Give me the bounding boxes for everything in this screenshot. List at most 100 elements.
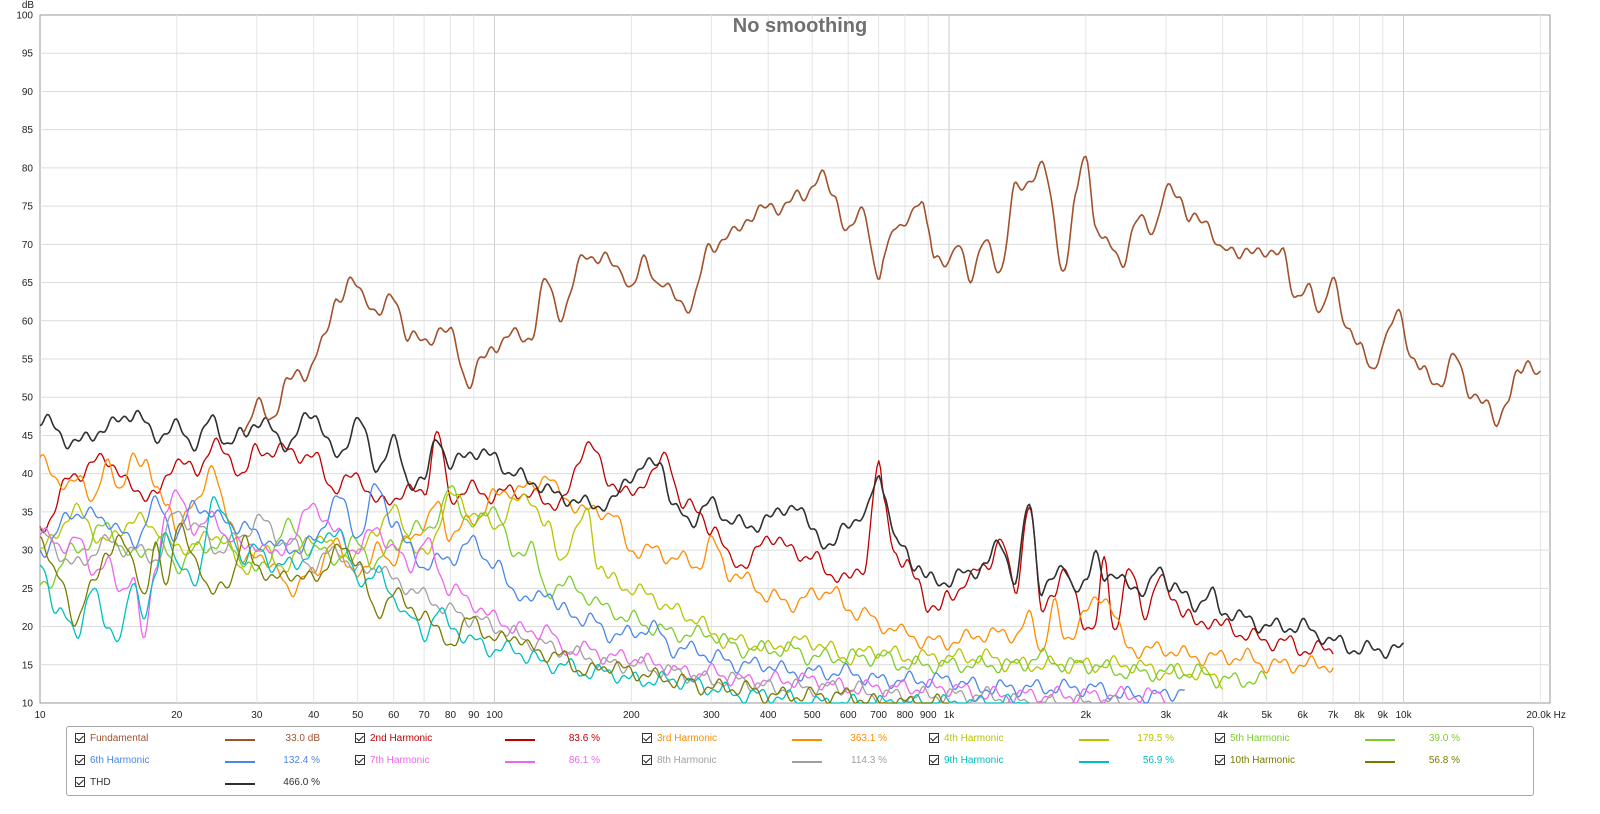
x-tick-label: 9k	[1377, 710, 1389, 721]
y-tick-label: 75	[22, 202, 34, 213]
legend-swatch-line	[225, 761, 255, 763]
legend-series-value: 132.4 %	[283, 755, 320, 766]
legend-series-value: 83.6 %	[568, 733, 600, 744]
legend-series-name: 4th Harmonic	[944, 733, 1004, 744]
y-tick-label: 30	[22, 546, 34, 557]
legend-swatch-line	[1079, 739, 1109, 741]
series-line	[39, 430, 1334, 657]
legend-swatch-line	[1079, 761, 1109, 763]
series-line	[39, 522, 949, 704]
legend-item[interactable]: 9th Harmonic 56.9 %	[929, 751, 1199, 771]
y-tick-label: 100	[16, 11, 33, 22]
x-tick-label: 8k	[1354, 710, 1366, 721]
y-tick-label: 20	[22, 622, 34, 633]
x-tick-label: 700	[870, 710, 887, 721]
legend-series-name: 9th Harmonic	[944, 755, 1004, 766]
legend-item[interactable]: 5th Harmonic 39.0 %	[1215, 729, 1485, 749]
legend-item[interactable]: 10th Harmonic 56.8 %	[1215, 751, 1485, 771]
legend-series-name: 7th Harmonic	[370, 755, 430, 766]
x-tick-label: 500	[804, 710, 821, 721]
legend-series-value: 86.1 %	[568, 755, 600, 766]
x-tick-label: 5k	[1261, 710, 1273, 721]
legend-series-value: 179.5 %	[1137, 733, 1174, 744]
y-tick-label: 15	[22, 660, 34, 671]
legend-item[interactable]: 8th Harmonic 114.3 %	[642, 751, 912, 771]
legend-swatch-line	[1365, 761, 1395, 763]
series-line	[39, 452, 1334, 674]
x-tick-label: 3k	[1161, 710, 1173, 721]
legend-swatch-line	[505, 739, 535, 741]
y-tick-label: 10	[22, 699, 34, 710]
legend-series-name: THD	[90, 777, 111, 788]
legend-checkbox[interactable]	[642, 755, 652, 765]
legend-series-value: 363.1 %	[850, 733, 887, 744]
x-tick-label: 600	[840, 710, 857, 721]
legend-series-value: 114.3 %	[851, 755, 887, 766]
y-tick-label: 80	[22, 163, 34, 174]
legend-series-name: 2nd Harmonic	[370, 733, 433, 744]
grid-lines	[39, 14, 1551, 704]
legend-swatch-line	[505, 761, 535, 763]
legend-item[interactable]: 2nd Harmonic 83.6 %	[355, 729, 625, 749]
x-tick-label: 100	[486, 710, 503, 721]
legend-series-name: 10th Harmonic	[1230, 755, 1296, 766]
legend-checkbox[interactable]	[929, 755, 939, 765]
legend-checkbox[interactable]	[75, 777, 85, 787]
legend-checkbox[interactable]	[355, 755, 365, 765]
legend-checkbox[interactable]	[1215, 733, 1225, 743]
y-tick-label: 90	[22, 87, 34, 98]
legend-checkbox[interactable]	[75, 755, 85, 765]
x-tick-label: 80	[445, 710, 457, 721]
x-tick-label: 10	[34, 710, 46, 721]
x-tick-label: 40	[308, 710, 320, 721]
y-tick-label: 60	[22, 316, 34, 327]
traces	[39, 155, 1541, 704]
x-tick-label: 7k	[1328, 710, 1340, 721]
legend-series-name: Fundamental	[90, 733, 149, 744]
legend-item[interactable]: 3rd Harmonic 363.1 %	[642, 729, 912, 749]
legend-swatch-line	[225, 783, 255, 785]
y-tick-label: 40	[22, 469, 34, 480]
x-tick-label: 50	[352, 710, 364, 721]
x-tick-label: 10k	[1395, 710, 1412, 721]
y-tick-label: 85	[22, 125, 34, 136]
legend-swatch-line	[225, 739, 255, 741]
legend-series-name: 8th Harmonic	[657, 755, 717, 766]
legend-swatch-line	[792, 761, 822, 763]
legend-swatch-line	[792, 739, 822, 741]
legend-item[interactable]: 7th Harmonic 86.1 %	[355, 751, 625, 771]
legend-item[interactable]: THD 466.0 %	[75, 773, 345, 793]
y-tick-label: 95	[22, 49, 34, 60]
legend-panel: Fundamental 33.0 dB 2nd Harmonic 83.6 % 3rd …	[66, 726, 1534, 796]
x-tick-label: 900	[920, 710, 937, 721]
x-tick-label: 200	[623, 710, 640, 721]
legend-checkbox[interactable]	[355, 733, 365, 743]
y-tick-label: 50	[22, 393, 34, 404]
series-line	[242, 155, 1541, 434]
legend-checkbox[interactable]	[1215, 755, 1225, 765]
y-tick-label: 55	[22, 355, 34, 366]
legend-item[interactable]: 4th Harmonic 179.5 %	[929, 729, 1199, 749]
x-tick-label: 2k	[1081, 710, 1093, 721]
legend-series-value: 56.8 %	[1428, 755, 1460, 766]
x-tick-label: 1k	[944, 710, 956, 721]
series-line	[39, 491, 1224, 690]
y-tick-label: 70	[22, 240, 34, 251]
legend-series-name: 3rd Harmonic	[657, 733, 718, 744]
legend-checkbox[interactable]	[75, 733, 85, 743]
series-line	[39, 489, 1167, 704]
legend-item[interactable]: 6th Harmonic 132.4 %	[75, 751, 345, 771]
x-tick-label: 90	[468, 710, 480, 721]
y-tick-label: 65	[22, 278, 34, 289]
legend-checkbox[interactable]	[929, 733, 939, 743]
legend-swatch-line	[1365, 739, 1395, 741]
y-axis-unit-label: dB	[22, 0, 35, 11]
x-tick-label: 20.0k Hz	[1526, 710, 1565, 721]
x-tick-label: 300	[703, 710, 720, 721]
legend-item[interactable]: Fundamental 33.0 dB	[75, 729, 345, 749]
legend-series-value: 466.0 %	[283, 777, 320, 788]
legend-series-name: 5th Harmonic	[1230, 733, 1290, 744]
y-tick-label: 35	[22, 507, 34, 518]
legend-checkbox[interactable]	[642, 733, 652, 743]
